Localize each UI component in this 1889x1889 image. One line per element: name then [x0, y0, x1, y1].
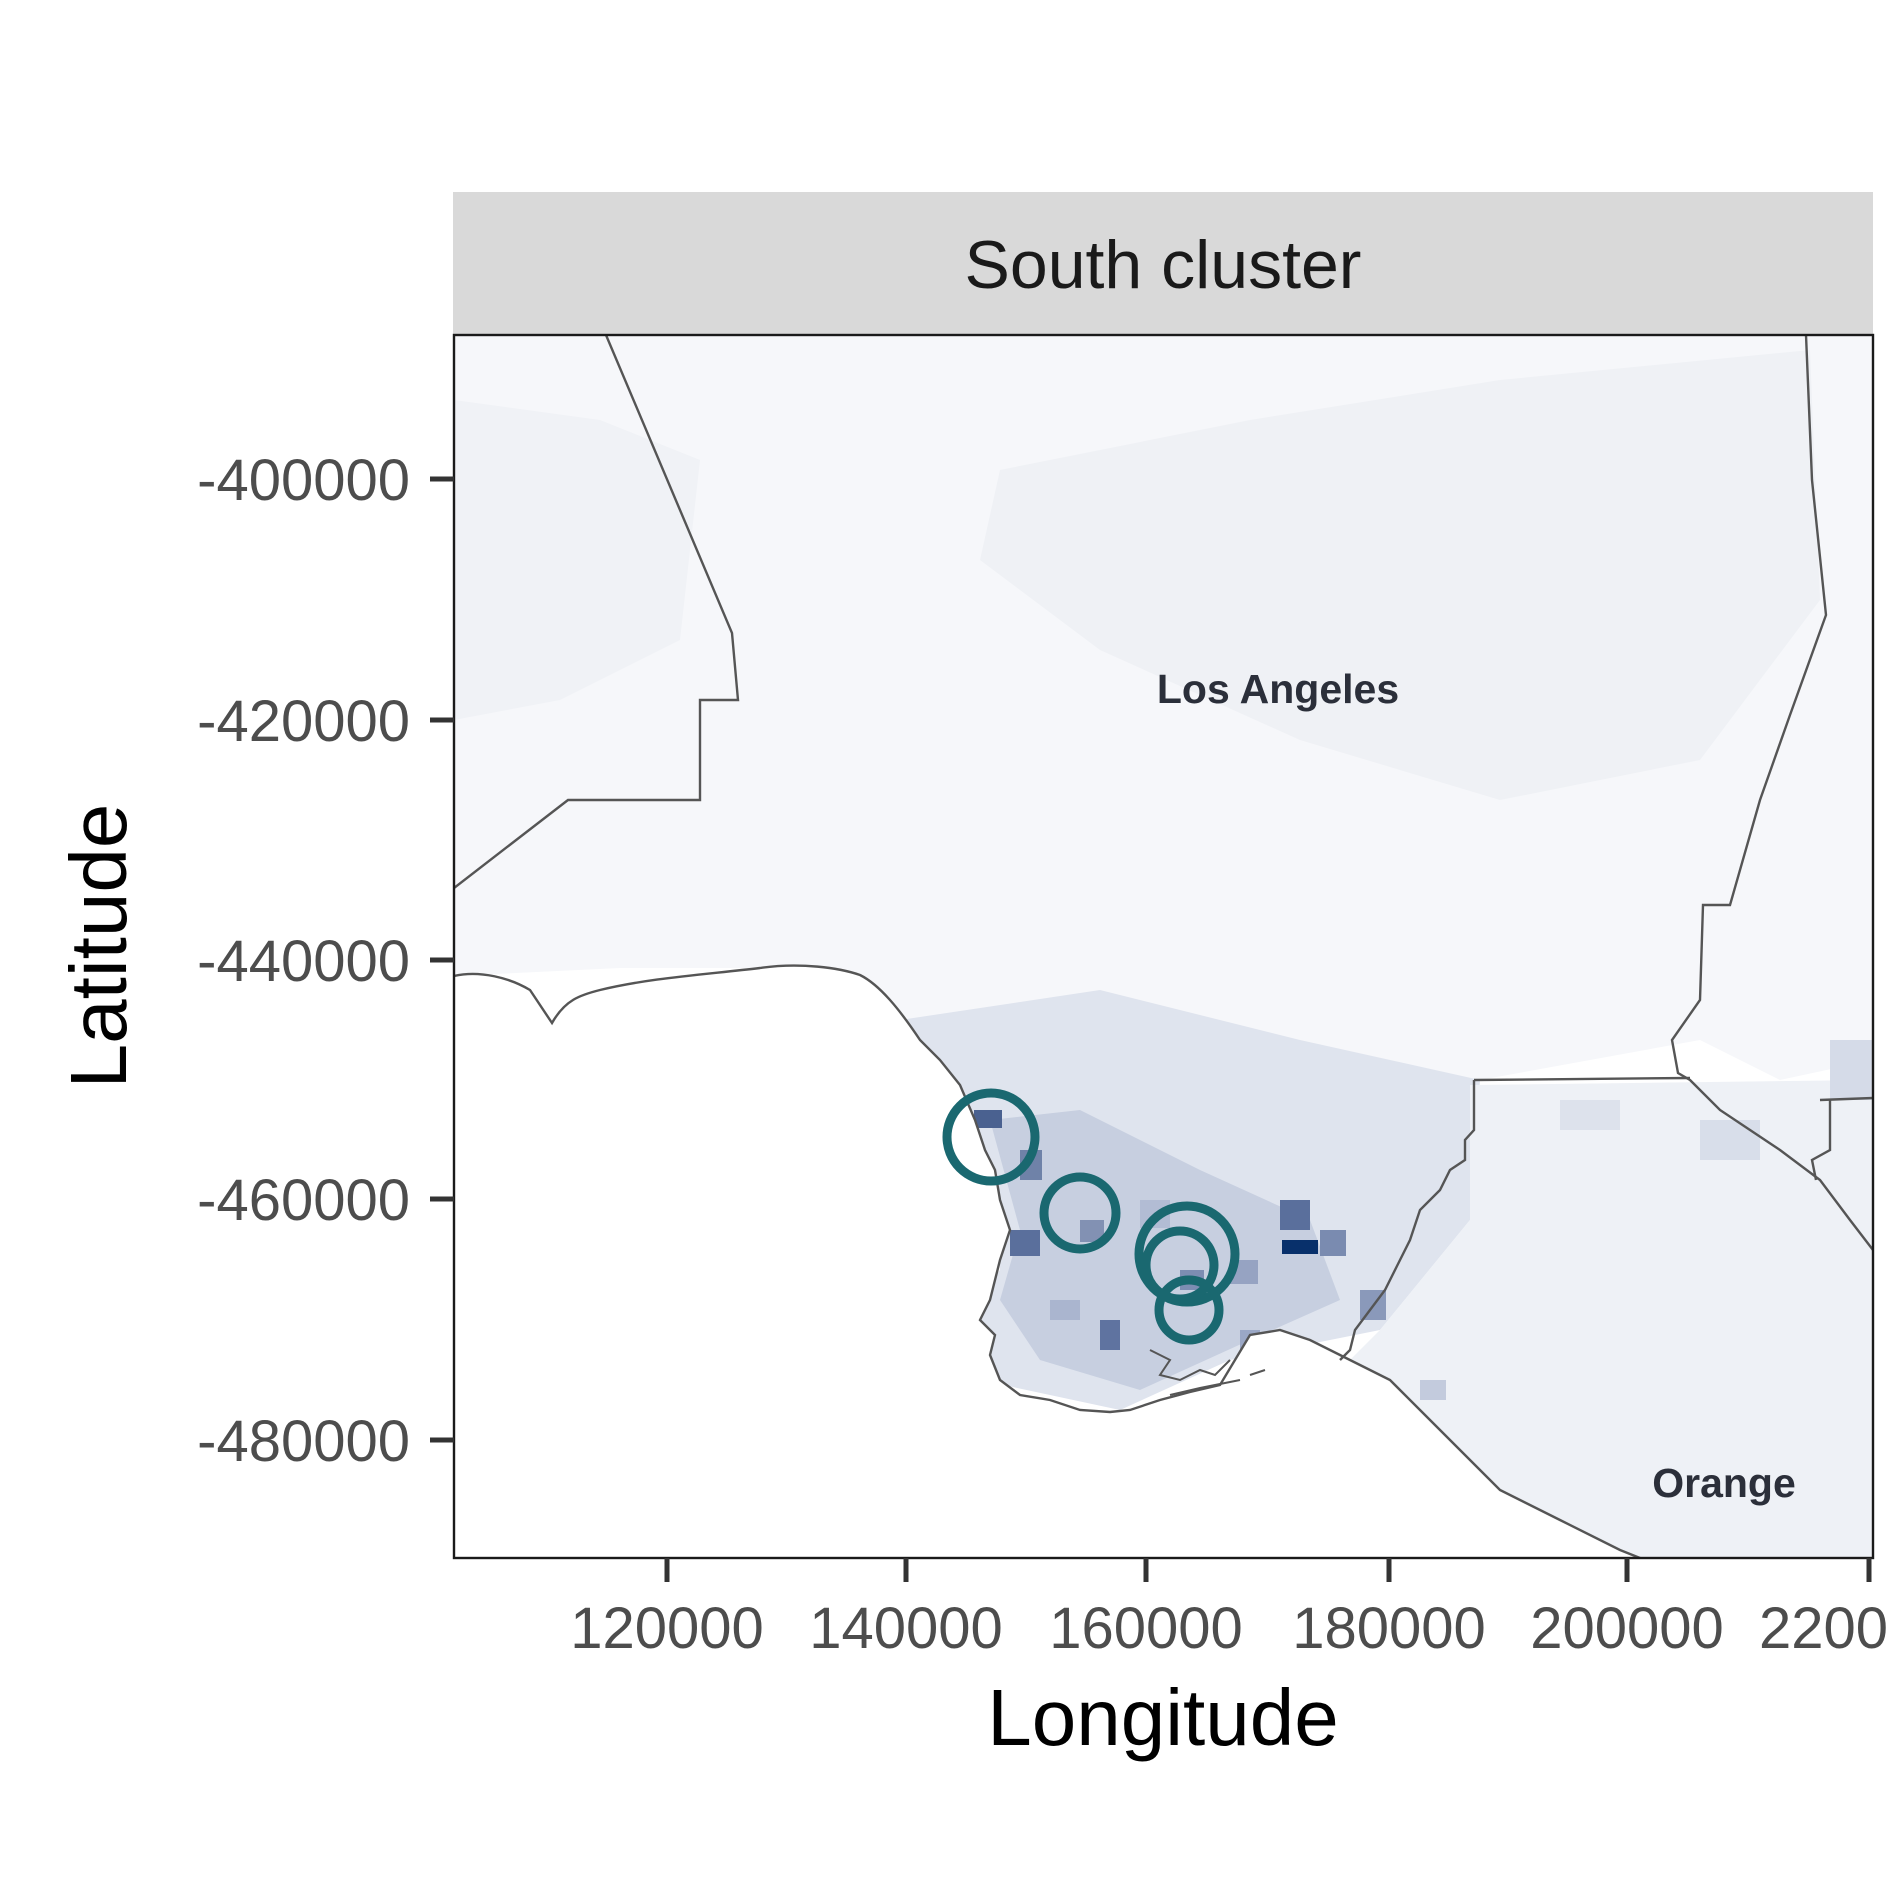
land-region-orange	[1350, 1080, 1873, 1558]
y-tick-label: -460000	[197, 1168, 410, 1233]
x-tick-label: 200000	[1530, 1596, 1724, 1661]
place-label-orange: Orange	[1652, 1460, 1796, 1506]
x-axis-title: Longitude	[987, 1673, 1338, 1762]
land-region-ne-hills	[980, 350, 1820, 800]
place-label-los-angeles: Los Angeles	[1157, 666, 1399, 712]
x-axis: 120000 140000 160000 180000 200000 2200	[570, 1558, 1888, 1661]
county-boundaries	[454, 335, 1873, 1361]
x-tick-label: 2200	[1759, 1596, 1888, 1661]
highlight-circles	[942, 1088, 1240, 1345]
y-tick-label: -420000	[197, 689, 410, 754]
y-tick-label: -480000	[197, 1409, 410, 1474]
highlight-circle-1	[942, 1088, 1040, 1186]
x-tick-label: 160000	[1049, 1596, 1243, 1661]
y-axis: -400000 -420000 -440000 -460000 -480000	[197, 448, 454, 1474]
y-axis-title: Latitude	[54, 804, 143, 1089]
facet-strip	[453, 192, 1873, 335]
facet-title: South cluster	[965, 227, 1362, 303]
harbor-detail	[1149, 1349, 1266, 1396]
coastline	[454, 964, 1641, 1558]
map-panel: Los Angeles Orange	[454, 335, 1873, 1558]
land-region-west-hills	[454, 400, 700, 720]
highlight-circle-5	[1154, 1275, 1224, 1345]
panel-border	[452, 333, 1875, 1560]
x-tick-label: 140000	[809, 1596, 1003, 1661]
y-tick-label: -440000	[197, 929, 410, 994]
x-tick-label: 120000	[570, 1596, 764, 1661]
y-tick-label: -400000	[197, 448, 410, 513]
x-tick-label: 180000	[1292, 1596, 1486, 1661]
highlight-circle-2	[1039, 1172, 1121, 1254]
ocean	[454, 965, 1640, 1558]
highlight-circle-4	[1141, 1226, 1219, 1304]
